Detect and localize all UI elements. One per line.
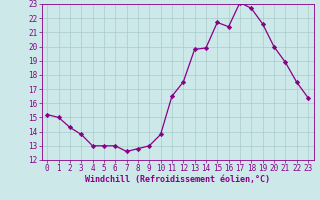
X-axis label: Windchill (Refroidissement éolien,°C): Windchill (Refroidissement éolien,°C) — [85, 175, 270, 184]
